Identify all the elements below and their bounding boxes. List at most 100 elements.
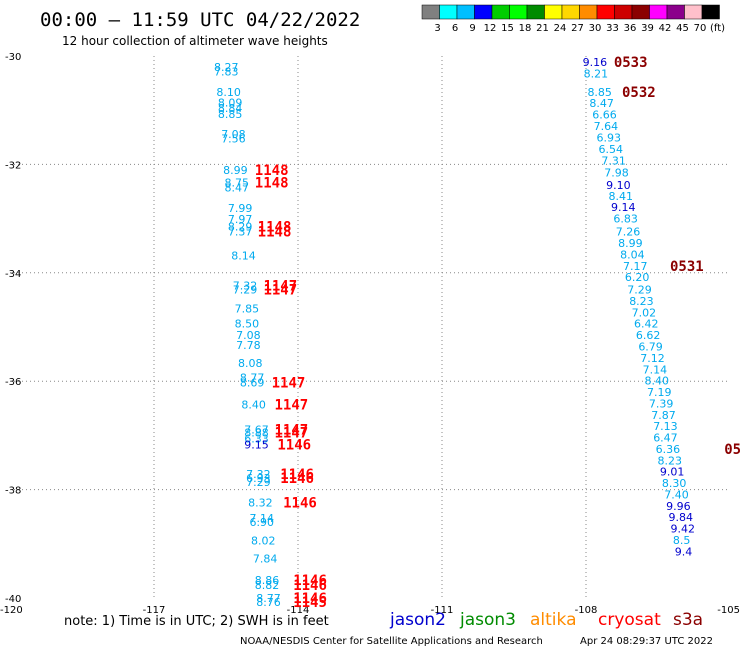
- colorbar-swatch: [544, 4, 563, 20]
- colorbar-swatch: [701, 4, 720, 20]
- pass-time-label: 1148: [255, 175, 289, 191]
- wave-height-label: 9.4: [675, 545, 693, 558]
- colorbar-label: 15: [501, 23, 514, 34]
- wave-height-label: 7.84: [253, 552, 278, 565]
- wave-height-label: 7.12: [640, 352, 665, 365]
- colorbar-label: 27: [571, 23, 584, 34]
- pass-time-label: 1145: [293, 595, 327, 611]
- wave-height-label: 8.77: [256, 592, 281, 605]
- wave-height-label: 7.37: [228, 226, 253, 239]
- wave-height-label: 7.85: [235, 303, 260, 316]
- wave-height-label: 8.88: [244, 427, 268, 440]
- wave-height-label: 9.15: [244, 439, 268, 452]
- wave-height-label: 8.47: [225, 182, 250, 195]
- wave-height-label: 7.14: [250, 512, 275, 525]
- wave-height-label: 8.86: [255, 574, 279, 587]
- wave-height-label: 7.17: [623, 260, 648, 273]
- x-tick-label: -111: [431, 605, 454, 616]
- wave-height-label: 7.08: [221, 128, 246, 141]
- wave-height-label: 8.76: [256, 596, 281, 609]
- wave-height-label: 6.33: [244, 433, 268, 446]
- colorbar-swatch: [491, 4, 510, 20]
- wave-height-label: 7.67: [244, 423, 268, 436]
- wave-height-label: 7.19: [647, 386, 672, 399]
- wave-height-label: 7.13: [653, 420, 678, 433]
- y-tick-label: -40: [5, 594, 21, 605]
- x-tick-label: -105: [717, 605, 740, 616]
- wave-height-label: 8.27: [214, 61, 239, 74]
- pass-time-label: 1146: [283, 496, 317, 512]
- wave-height-label: 7.98: [604, 167, 629, 180]
- wave-height-label: 6.54: [598, 143, 623, 156]
- wave-height-label: 8.32: [248, 497, 273, 510]
- colorbar-label: 6: [452, 23, 458, 34]
- pass-time-label: 1147: [263, 283, 297, 299]
- wave-height-label: 9.96: [666, 500, 691, 513]
- colorbar-label: 45: [676, 23, 689, 34]
- wave-height-label: 8.75: [225, 176, 250, 189]
- pass-time-label: 1146: [293, 591, 327, 607]
- colorbar-swatch: [684, 4, 703, 20]
- wave-height-label: 8.40: [645, 375, 670, 388]
- colorbar-swatch: [439, 4, 458, 20]
- x-tick-label: -108: [575, 605, 598, 616]
- wave-height-label: 9.42: [670, 523, 695, 536]
- pass-time-label: 1147: [274, 398, 308, 414]
- pass-time-label: 1146: [277, 438, 311, 454]
- wave-height-label: 6.93: [246, 472, 271, 485]
- wave-height-label: 8.85: [587, 86, 612, 99]
- wave-height-label: 6.47: [653, 432, 678, 445]
- colorbar-label: (ft): [710, 23, 725, 34]
- wave-height-label: 7.40: [664, 488, 689, 501]
- pass-time-label: 1148: [258, 225, 292, 241]
- colorbar-label: 3: [434, 23, 440, 34]
- colorbar-swatch: [456, 4, 475, 20]
- wave-height-label: 8.10: [216, 86, 241, 99]
- wave-height-label: 6.20: [625, 271, 650, 284]
- colorbar-swatch: [666, 4, 685, 20]
- pass-time-label: 0531: [670, 259, 704, 275]
- colorbar-swatch: [526, 4, 545, 20]
- wave-height-label: 8.23: [629, 295, 654, 308]
- pass-time-label: 05: [724, 442, 740, 458]
- colorbar-label: 30: [589, 23, 602, 34]
- wave-height-label: 8.85: [218, 108, 243, 121]
- colorbar-swatch: [474, 4, 493, 20]
- grid: [10, 56, 730, 598]
- satellite-legend: jason2 jason3 altika cryosat s3a: [389, 610, 703, 630]
- colorbar-swatch: [421, 4, 440, 20]
- y-tick-label: -34: [5, 269, 21, 280]
- colorbar-swatch: [649, 4, 668, 20]
- wave-height-label: 7.99: [228, 202, 253, 215]
- wave-height-label: 7.32: [233, 279, 258, 292]
- chart-subtitle: 12 hour collection of altimeter wave hei…: [62, 34, 328, 48]
- wave-height-label: 8.99: [223, 164, 248, 177]
- wave-height-label: 8.09: [218, 97, 243, 110]
- chart-title: 00:00 – 11:59 UTC 04/22/2022: [40, 9, 360, 31]
- colorbar-swatch: [509, 4, 528, 20]
- credit-line: NOAA/NESDIS Center for Satellite Applica…: [240, 636, 543, 647]
- wave-height-label: 6.83: [613, 213, 638, 226]
- pass-time-label: 1146: [293, 578, 327, 594]
- wave-height-label: 7.26: [616, 226, 641, 239]
- wave-height-label: 8.50: [235, 318, 260, 331]
- colorbar-swatch: [579, 4, 598, 20]
- footnote: note: 1) Time is in UTC; 2) SWH is in fe…: [64, 614, 329, 629]
- pass-time-label: 1146: [293, 573, 327, 589]
- colorbar-label: 42: [659, 23, 672, 34]
- wave-height-label: 8.29: [228, 221, 253, 234]
- pass-time-label: 1147: [274, 422, 308, 438]
- y-tick-label: -36: [5, 377, 21, 388]
- wave-height-label: 8.5: [673, 534, 691, 547]
- colorbar-label: 36: [624, 23, 637, 34]
- colorbar-swatch: [631, 4, 650, 20]
- wave-height-label: 9.16: [583, 56, 608, 69]
- colorbar-label: 33: [606, 23, 619, 34]
- pass-time-label: 1148: [258, 220, 292, 236]
- pass-time-label: 1146: [280, 467, 314, 483]
- wave-height-label: 6.90: [250, 516, 275, 529]
- wave-height-label: 7.97: [228, 213, 253, 226]
- wave-height-label: 6.36: [656, 443, 681, 456]
- wave-height-labels: 8.277.838.108.098.848.857.087.568.998.75…: [214, 56, 695, 609]
- pass-time-label: 1147: [274, 426, 308, 442]
